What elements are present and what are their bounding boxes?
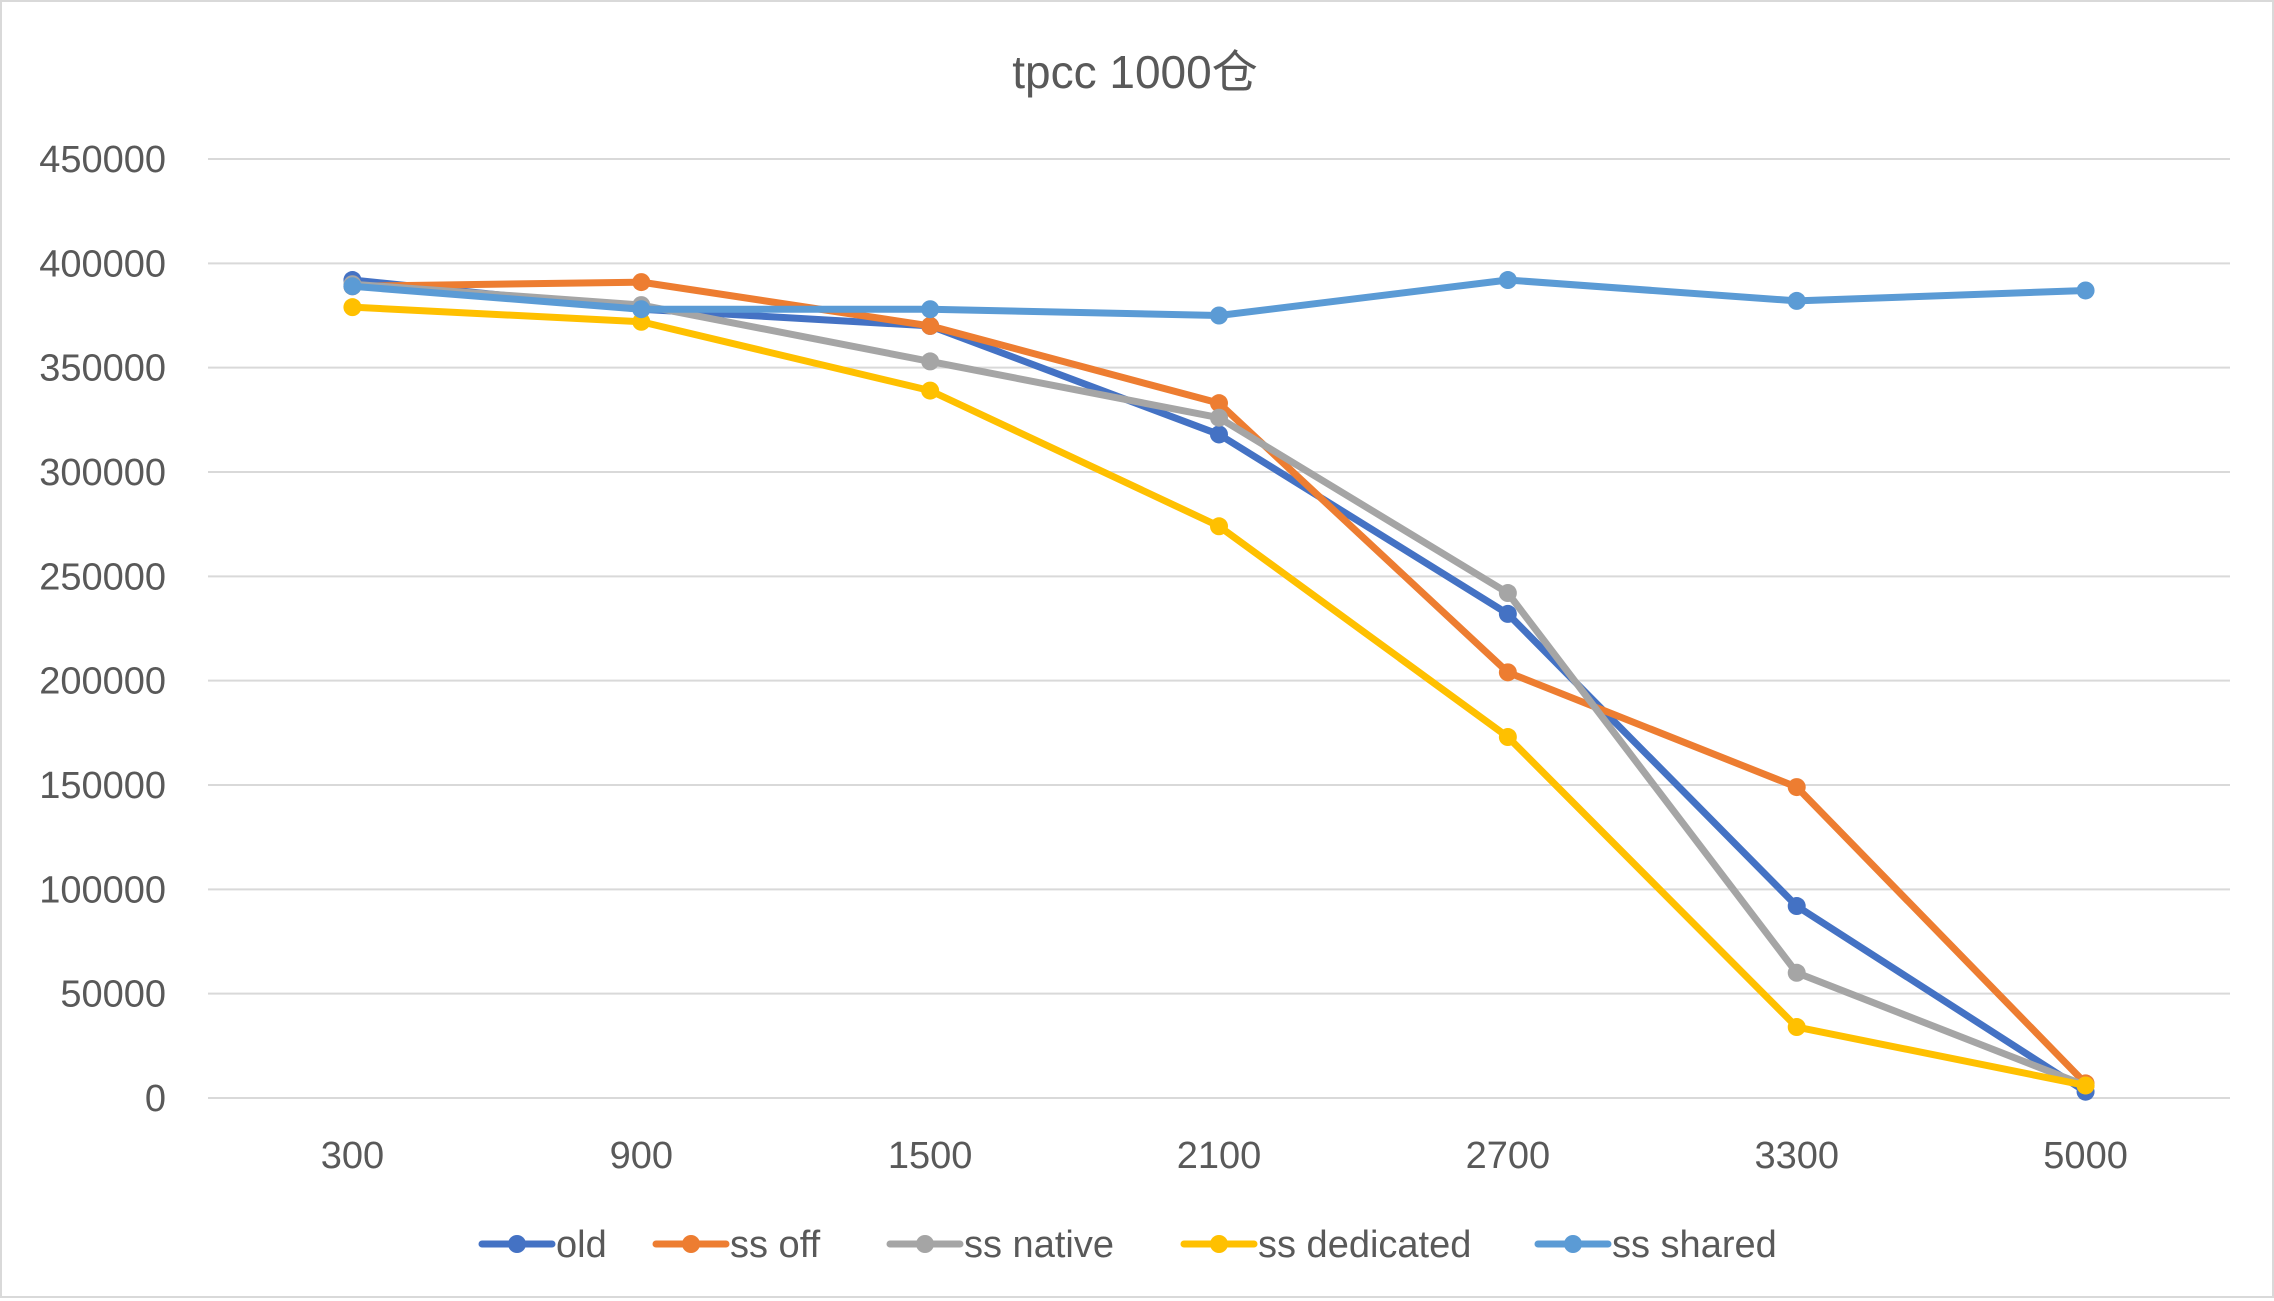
y-tick-label: 0 [145,1078,166,1120]
data-point-ss-shared [1210,306,1228,325]
y-tick-label: 350000 [39,348,166,390]
data-point-ss-dedicated [1498,728,1517,747]
data-point-ss-off [1210,394,1228,413]
legend-label: ss off [730,1224,821,1266]
y-tick-label: 400000 [39,243,166,285]
data-point-ss-shared [921,300,940,319]
x-tick-label: 900 [610,1135,673,1177]
data-point-ss-shared [632,300,651,319]
data-point-ss-dedicated [2076,1076,2095,1095]
legend-swatch-marker [1564,1235,1582,1253]
y-tick-label: 450000 [39,139,166,181]
data-point-ss-native [1787,963,1806,982]
x-tick-label: 300 [321,1135,384,1177]
legend-label: ss dedicated [1258,1224,1471,1266]
y-tick-label: 50000 [60,974,166,1016]
data-point-ss-native [921,352,940,371]
series-ss-dedicated [343,298,2095,1095]
legend: old ss off ss native ss dedicated ss shared [478,1224,1777,1266]
data-point-ss-shared [1787,291,1806,310]
chart-title: tpcc 1000仓 [1012,46,1257,98]
data-point-ss-dedicated [1210,517,1228,536]
data-point-old [1787,897,1806,916]
gridlines [208,158,2230,1099]
y-tick-label: 150000 [39,765,166,807]
legend-label: old [556,1224,607,1266]
data-point-ss-shared [2076,281,2095,300]
legend-item-ss-shared: ss shared [1534,1224,1777,1266]
x-tick-label: 2700 [1466,1135,1551,1177]
data-point-ss-native [1498,584,1517,603]
x-tick-label: 1500 [888,1135,973,1177]
series-lines [343,271,2095,1101]
legend-item-ss-dedicated: ss dedicated [1180,1224,1471,1266]
legend-swatch-marker [916,1235,934,1253]
data-point-ss-off [632,273,651,292]
y-tick-label: 300000 [39,452,166,494]
legend-item-ss-native: ss native [886,1224,1114,1266]
data-point-ss-native [1210,408,1228,427]
y-axis: 0 50000 100000 150000 200000 250000 300000 3500… [39,139,166,1120]
x-tick-label: 2100 [1177,1135,1262,1177]
data-point-ss-off [921,316,940,335]
data-point-ss-dedicated [921,381,940,400]
data-point-ss-shared [343,277,362,296]
legend-item-old: old [478,1224,607,1266]
legend-swatch-marker [1210,1235,1228,1253]
legend-label: ss shared [1612,1224,1777,1266]
y-tick-label: 250000 [39,556,166,598]
legend-label: ss native [964,1224,1114,1266]
x-axis: 300 900 1500 2100 2700 3300 5000 [321,1135,2128,1177]
data-point-old [1210,425,1228,444]
x-tick-label: 3300 [1754,1135,1839,1177]
data-point-ss-dedicated [1787,1018,1806,1037]
data-point-ss-off [1787,778,1806,797]
data-point-ss-dedicated [343,298,362,317]
legend-item-ss-off: ss off [652,1224,821,1266]
data-point-ss-off [1498,663,1517,682]
x-tick-label: 5000 [2043,1135,2128,1177]
series-ss-off [343,273,2095,1093]
y-tick-label: 200000 [39,661,166,703]
y-tick-label: 100000 [39,869,166,911]
data-point-ss-dedicated [632,312,651,331]
data-point-old [1498,604,1517,623]
series-ss-shared [343,271,2095,325]
legend-swatch-marker [682,1235,700,1253]
data-point-ss-shared [1498,271,1517,290]
legend-swatch-marker [508,1235,526,1253]
